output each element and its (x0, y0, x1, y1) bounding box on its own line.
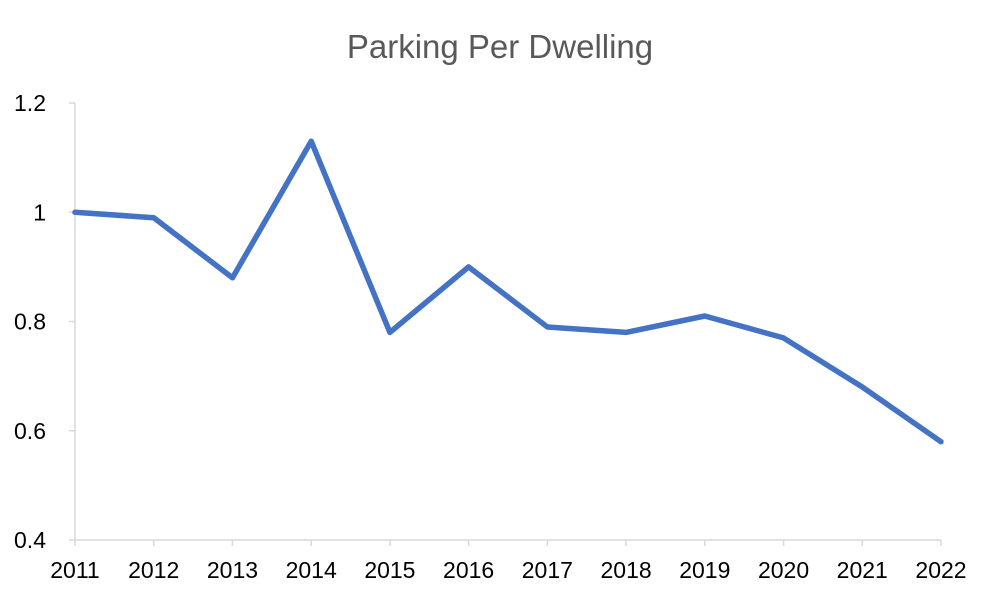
x-tick-label: 2015 (364, 557, 415, 583)
axes (69, 102, 942, 546)
series-layer (72, 138, 944, 445)
series-line (72, 138, 944, 445)
x-tick-label: 2021 (837, 557, 888, 583)
y-tick-label: 1 (33, 199, 46, 225)
x-tick-label: 2016 (443, 557, 494, 583)
x-tick-label: 2022 (915, 557, 966, 583)
x-tick-label: 2018 (601, 557, 652, 583)
y-tick-label: 0.6 (14, 418, 46, 444)
y-tick-label: 0.8 (14, 309, 46, 335)
x-tick-label: 2014 (286, 557, 337, 583)
tick-labels: 0.4 0.6 0.8 1 1.2 2011 2012 2013 2014 2015 2016 201… (14, 90, 967, 583)
y-tick-label: 0.4 (14, 527, 46, 553)
x-tick-label: 2020 (758, 557, 809, 583)
x-tick-label: 2019 (679, 557, 730, 583)
x-tick-label: 2012 (128, 557, 179, 583)
x-tick-label: 2011 (50, 557, 99, 583)
y-tick-label: 1.2 (14, 90, 46, 116)
chart-title: Parking Per Dwelling (347, 28, 653, 65)
x-tick-label: 2013 (207, 557, 258, 583)
x-tick-label: 2017 (522, 557, 573, 583)
